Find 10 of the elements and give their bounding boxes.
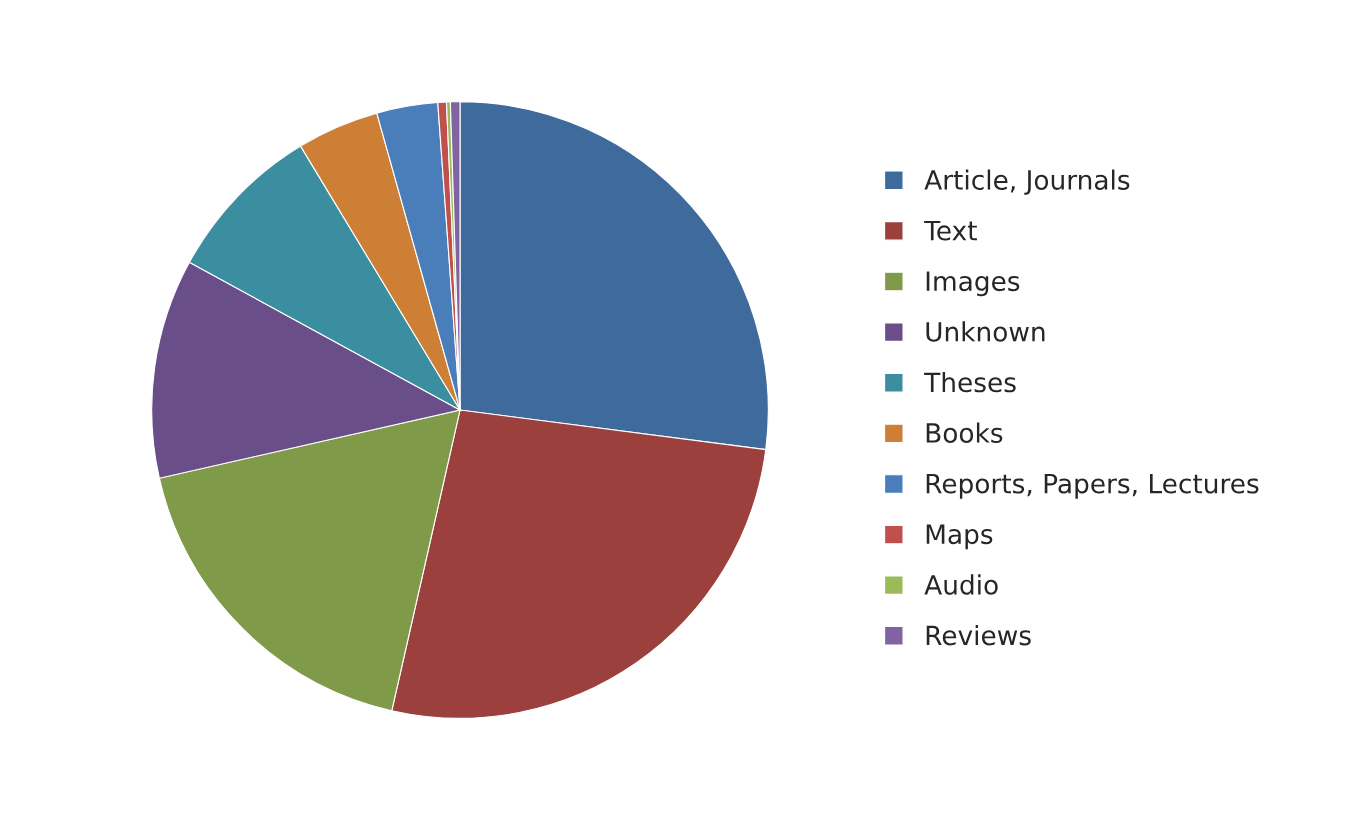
legend-label: Article, Journals [924, 169, 1130, 195]
legend-label: Theses [924, 371, 1016, 393]
legend-label: Books [926, 422, 1003, 443]
legend-label: Reviews [926, 624, 1031, 646]
legend-label: Text [924, 220, 977, 241]
legend-label: Audio [924, 574, 998, 595]
legend-label: Images [926, 271, 1020, 297]
legend-label: Maps [926, 524, 993, 550]
legend-label: Unknown [926, 321, 1045, 342]
legend-label: Reports, Papers, Lectures [926, 473, 1259, 499]
